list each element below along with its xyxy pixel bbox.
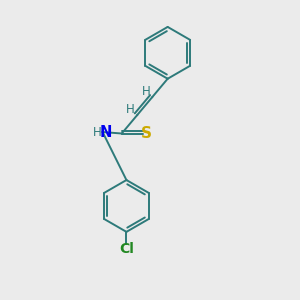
Text: H: H <box>142 85 150 98</box>
Text: N: N <box>100 124 112 140</box>
Text: H: H <box>93 125 102 139</box>
Text: S: S <box>141 126 152 141</box>
Text: Cl: Cl <box>119 242 134 256</box>
Text: H: H <box>126 103 135 116</box>
